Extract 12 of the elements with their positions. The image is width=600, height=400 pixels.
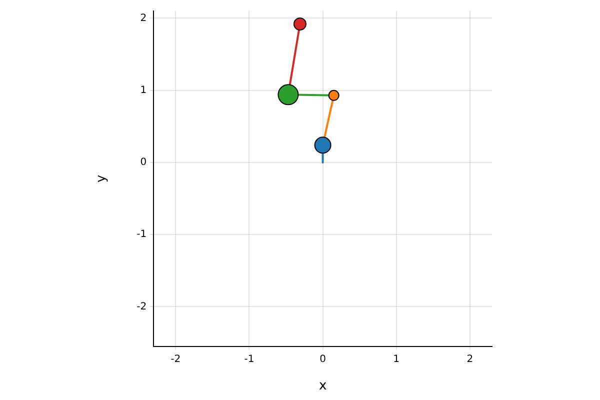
y-axis-title: y [94,174,110,183]
x-tick-label: -2 [170,354,181,365]
y-tick-label: -1 [136,229,147,240]
x-tick-label: 1 [393,354,400,365]
x-axis-title: x [318,378,327,394]
y-tick-label: -2 [136,301,147,312]
y-tick-label: 1 [140,84,147,96]
x-tick-label: 2 [466,354,474,365]
y-tick-label: 0 [140,157,147,168]
x-tick-label: 0 [320,354,326,365]
y-tick-label: 2 [140,12,147,24]
x-tick-label: -1 [244,354,254,365]
